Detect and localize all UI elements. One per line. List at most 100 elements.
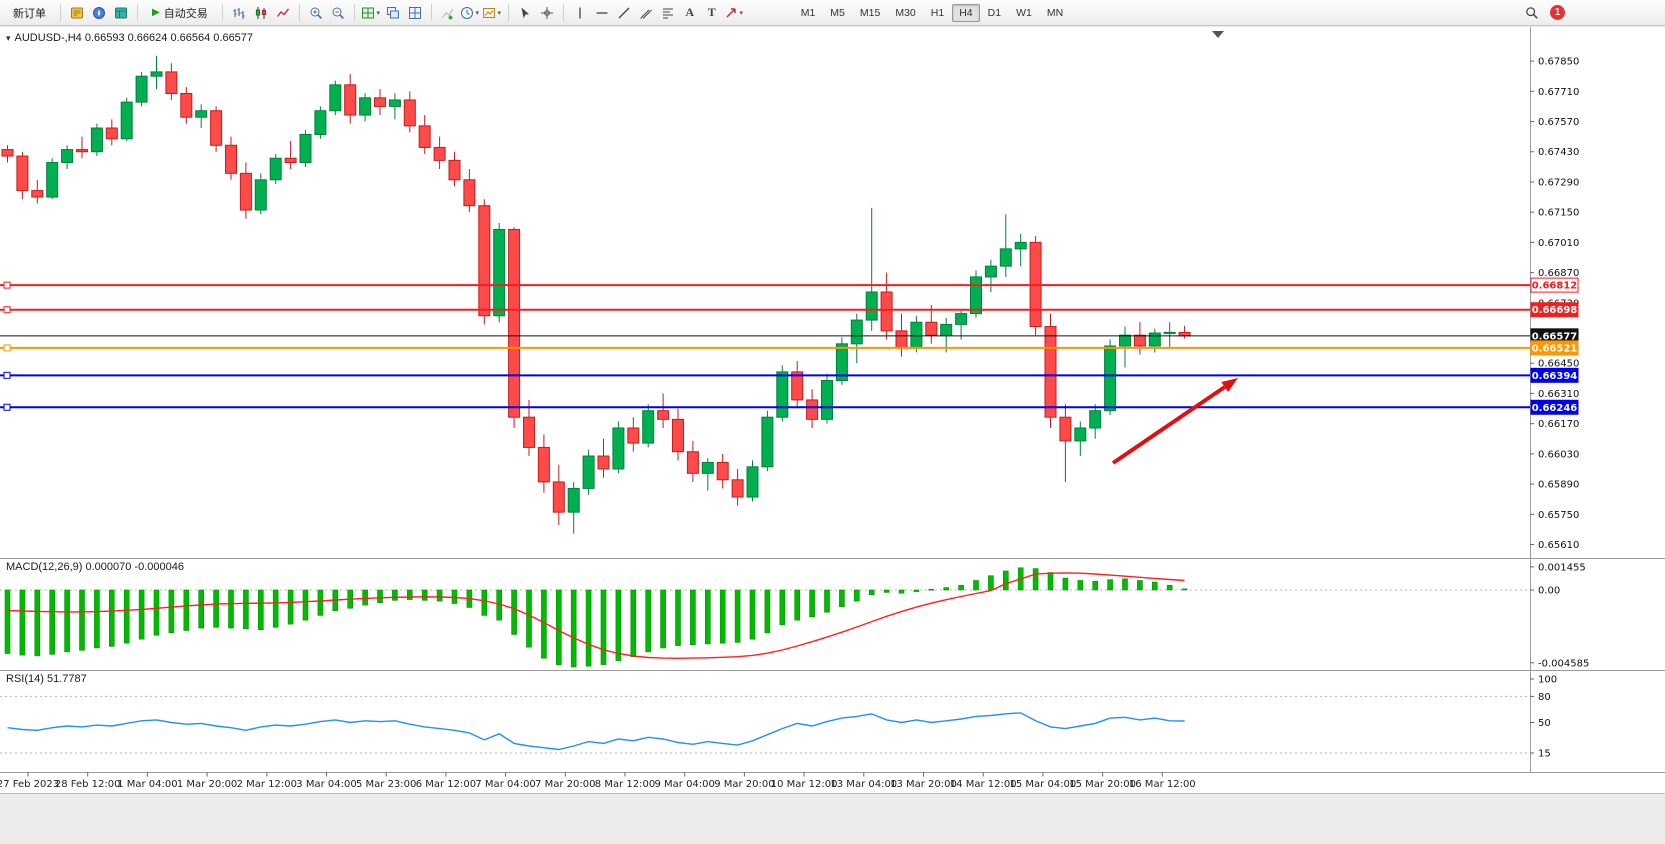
timeframe-buttons: M1 M5 M15 M30 H1 H4 D1 W1 MN	[794, 3, 1070, 22]
market-watch-icon[interactable]	[67, 3, 87, 23]
macd-axis: 0.001455 0.00 -0.004585	[1530, 562, 1589, 669]
auto-trading-play-icon: ▶	[152, 7, 160, 18]
line-handle	[3, 306, 11, 314]
timeframe-M30[interactable]: M30	[895, 6, 916, 19]
toolbar-separator	[507, 4, 509, 21]
toolbar-separator	[60, 4, 61, 21]
svg-text:0.66450: 0.66450	[1538, 359, 1579, 370]
svg-text:13 Mar 04:00: 13 Mar 04:00	[830, 779, 897, 790]
toolbar-right: 1	[1522, 3, 1565, 23]
new-order-button[interactable]: 新订单	[5, 3, 54, 23]
navigator-icon[interactable]	[89, 3, 109, 23]
search-icon[interactable]	[1522, 3, 1542, 23]
line-handle	[3, 371, 11, 379]
svg-text:0.66310: 0.66310	[1538, 389, 1579, 400]
svg-text:13 Mar 20:00: 13 Mar 20:00	[890, 779, 957, 790]
timeframe-M15[interactable]: M15	[859, 6, 881, 19]
level-price-tag: 0.66246	[1530, 399, 1579, 415]
svg-text:-0.004585: -0.004585	[1538, 658, 1589, 669]
svg-text:0.67290: 0.67290	[1538, 177, 1579, 188]
svg-text:0.65610: 0.65610	[1538, 540, 1579, 551]
svg-text:27 Feb 2023: 27 Feb 2023	[0, 779, 59, 790]
new-chart-caret-icon: ▾	[376, 9, 380, 17]
level-price-tag: 0.66521	[1530, 340, 1579, 356]
support-line[interactable]	[0, 344, 1530, 352]
toolbar-separator	[562, 4, 564, 21]
toolbar-separator	[353, 4, 355, 21]
resistance-line[interactable]	[0, 281, 1530, 289]
notification-badge[interactable]: 1	[1550, 5, 1565, 20]
text-icon[interactable]: A	[685, 5, 695, 19]
indicators-add-icon[interactable]	[438, 3, 458, 23]
svg-text:0.66870: 0.66870	[1538, 268, 1579, 279]
svg-text:0.65890: 0.65890	[1538, 480, 1579, 491]
svg-text:1 Mar 04:00: 1 Mar 04:00	[117, 779, 177, 790]
vertical-line-icon[interactable]	[570, 3, 590, 23]
toolbar-separator	[137, 4, 138, 21]
templates-icon[interactable]: ▾	[482, 3, 502, 23]
line-handle	[3, 403, 11, 411]
timeframe-M1[interactable]: M1	[800, 6, 816, 19]
bar-chart-icon[interactable]	[229, 3, 249, 23]
periods-clock-icon[interactable]: ▾	[460, 3, 480, 23]
svg-text:5 Mar 23:00: 5 Mar 23:00	[356, 779, 416, 790]
auto-trading-button[interactable]: ▶ 自动交易	[144, 3, 216, 23]
svg-text:0.00: 0.00	[1538, 586, 1560, 597]
text-label-icon[interactable]: T	[707, 5, 716, 19]
arrows-icon[interactable]: ▾	[724, 3, 744, 23]
level-price-tag: 0.66394	[1530, 367, 1579, 383]
line-chart-icon[interactable]	[273, 3, 293, 23]
toolbar: 新订单 ▶ 自动交易 ▾ ▾ ▾ A T ▾ M1 M5 M15 M30 H1 H4 D1 W1 MN 1	[0, 0, 1665, 26]
rsi-line	[7, 712, 1185, 751]
timeframe-W1[interactable]: W1	[1016, 6, 1032, 19]
cascade-windows-icon[interactable]	[383, 3, 403, 23]
svg-text:0.66577: 0.66577	[1532, 331, 1578, 342]
svg-text:0.66030: 0.66030	[1538, 449, 1579, 460]
new-chart-icon[interactable]: ▾	[361, 3, 381, 23]
panel-toggle-icons	[67, 3, 131, 23]
svg-text:0.66394: 0.66394	[1532, 371, 1578, 382]
chart-shift-marker-icon[interactable]	[1212, 31, 1224, 38]
zoom-out-icon[interactable]	[328, 3, 348, 23]
svg-text:15 Mar 20:00: 15 Mar 20:00	[1069, 779, 1136, 790]
data-window-icon[interactable]	[111, 3, 131, 23]
svg-text:0.67430: 0.67430	[1538, 147, 1579, 158]
svg-text:0.67010: 0.67010	[1538, 238, 1579, 249]
svg-text:0.67710: 0.67710	[1538, 87, 1579, 98]
timeframe-H1[interactable]: H1	[930, 6, 945, 19]
svg-text:0.67570: 0.67570	[1538, 117, 1579, 128]
fibonacci-icon[interactable]	[658, 3, 678, 23]
chart-canvas[interactable]: 0.67850 0.67710 0.67570 0.67430 0.67290 0.671…	[0, 27, 1665, 793]
support-line[interactable]	[0, 403, 1530, 411]
svg-text:6 Mar 12:00: 6 Mar 12:00	[416, 779, 476, 790]
window-bottom-area	[0, 793, 1665, 844]
crosshair-icon[interactable]	[537, 3, 557, 23]
trend-arrow-annotation[interactable]	[1111, 378, 1238, 465]
auto-trading-label: 自动交易	[163, 7, 208, 20]
svg-text:8 Mar 12:00: 8 Mar 12:00	[595, 779, 655, 790]
timeframe-M5[interactable]: M5	[830, 6, 845, 19]
channel-icon[interactable]	[636, 3, 656, 23]
svg-text:9 Mar 04:00: 9 Mar 04:00	[654, 779, 714, 790]
svg-text:1 Mar 20:00: 1 Mar 20:00	[177, 779, 237, 790]
tile-windows-icon[interactable]	[405, 3, 425, 23]
svg-text:7 Mar 20:00: 7 Mar 20:00	[535, 779, 595, 790]
symbol-dropdown-icon[interactable]: ▾	[6, 33, 11, 43]
timeframe-MN[interactable]: MN	[1046, 6, 1064, 19]
timeframe-H4[interactable]: H4	[952, 3, 980, 22]
horizontal-line-icon[interactable]	[592, 3, 612, 23]
timeframe-D1[interactable]: D1	[987, 6, 1002, 19]
svg-text:0.66521: 0.66521	[1532, 343, 1578, 354]
zoom-in-icon[interactable]	[306, 3, 326, 23]
support-line[interactable]	[0, 371, 1530, 379]
level-price-tag: 0.66698	[1530, 302, 1579, 318]
level-price-tag: 0.66577	[1530, 328, 1579, 344]
line-handle	[3, 344, 11, 352]
svg-text:9 Mar 20:00: 9 Mar 20:00	[714, 779, 774, 790]
trendline-icon[interactable]	[614, 3, 634, 23]
resistance-line[interactable]	[0, 306, 1530, 314]
cursor-icon[interactable]	[515, 3, 535, 23]
candlestick-chart-icon[interactable]	[251, 3, 271, 23]
svg-text:15 Mar 04:00: 15 Mar 04:00	[1010, 779, 1077, 790]
svg-text:0.001455: 0.001455	[1538, 562, 1586, 573]
